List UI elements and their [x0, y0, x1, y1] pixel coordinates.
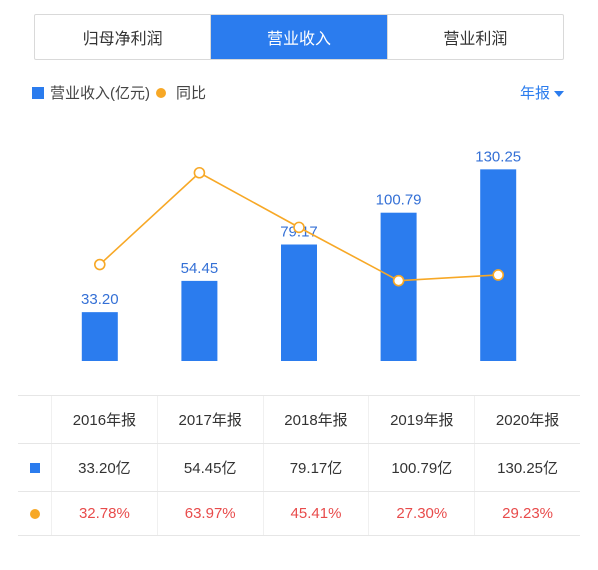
- table-revenue-row: 33.20亿 54.45亿 79.17亿 100.79亿 130.25亿: [18, 444, 580, 492]
- bar-label: 33.20: [81, 291, 119, 308]
- table-cell: 32.78%: [52, 492, 158, 535]
- legend-dot-icon: [156, 88, 166, 98]
- period-filter-label: 年报: [520, 82, 550, 103]
- legend-series1-label: 营业收入(亿元): [50, 82, 150, 103]
- table-cell: 79.17亿: [264, 444, 370, 491]
- bar-label: 54.45: [181, 260, 219, 277]
- tab-operating-profit[interactable]: 营业利润: [388, 15, 563, 59]
- table-corner-cell: [18, 396, 52, 443]
- revenue-chart: 33.2054.4579.17100.79130.25: [20, 121, 578, 381]
- bar-label: 100.79: [376, 192, 422, 209]
- table-cell: 130.25亿: [475, 444, 580, 491]
- metric-tabs: 归母净利润 营业收入 营业利润: [34, 14, 564, 60]
- legend-dot-wrap: [156, 88, 170, 98]
- tab-revenue[interactable]: 营业收入: [211, 15, 387, 59]
- table-header-cell: 2020年报: [475, 396, 580, 443]
- period-filter[interactable]: 年报: [520, 82, 564, 103]
- bar: [181, 281, 217, 361]
- legend-left: 营业收入(亿元) 同比: [32, 82, 206, 103]
- table-yoy-row: 32.78% 63.97% 45.41% 27.30% 29.23%: [18, 492, 580, 536]
- yoy-marker: [493, 270, 503, 280]
- bar: [381, 213, 417, 361]
- bar: [82, 312, 118, 361]
- legend-dot-icon: [30, 509, 40, 519]
- bar: [480, 169, 516, 361]
- data-table: 2016年报 2017年报 2018年报 2019年报 2020年报 33.20…: [18, 395, 580, 536]
- chart-svg: 33.2054.4579.17100.79130.25: [20, 121, 578, 381]
- table-header-cell: 2018年报: [264, 396, 370, 443]
- bar-label: 130.25: [475, 148, 521, 165]
- table-cell: 100.79亿: [369, 444, 475, 491]
- yoy-marker: [95, 260, 105, 270]
- table-cell: 63.97%: [158, 492, 264, 535]
- table-cell: 27.30%: [369, 492, 475, 535]
- legend-row: 营业收入(亿元) 同比 年报: [0, 60, 598, 113]
- table-cell: 29.23%: [475, 492, 580, 535]
- yoy-marker: [194, 168, 204, 178]
- table-header-row: 2016年报 2017年报 2018年报 2019年报 2020年报: [18, 396, 580, 444]
- table-header-cell: 2016年报: [52, 396, 158, 443]
- table-header-cell: 2017年报: [158, 396, 264, 443]
- legend-square-icon: [32, 87, 44, 99]
- yoy-marker: [394, 276, 404, 286]
- tab-net-profit[interactable]: 归母净利润: [35, 15, 211, 59]
- table-cell: 45.41%: [264, 492, 370, 535]
- table-header-cell: 2019年报: [369, 396, 475, 443]
- yoy-marker: [294, 222, 304, 232]
- chevron-down-icon: [554, 91, 564, 97]
- table-cell: 33.20亿: [52, 444, 158, 491]
- bar: [281, 245, 317, 361]
- legend-series2-label: 同比: [176, 82, 206, 103]
- table-row-marker: [18, 492, 52, 535]
- table-cell: 54.45亿: [158, 444, 264, 491]
- legend-square-icon: [30, 463, 40, 473]
- table-row-marker: [18, 444, 52, 491]
